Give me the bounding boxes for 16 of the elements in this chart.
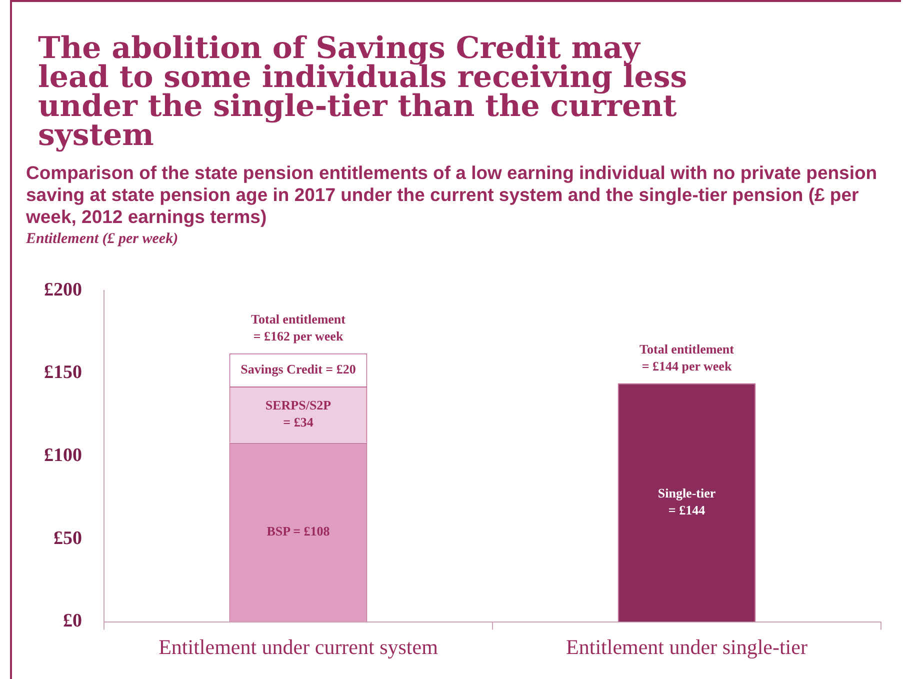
y-tick-label: £50 (54, 528, 82, 549)
chart-subtitle: Comparison of the state pension entitlements of a low earning individual with no private pension saving at state pension age in 2017 under the current system and the single-tier pension (£ per week, 2012 earnings terms) (26, 162, 878, 228)
x-tick-label: Entitlement under single-tier (566, 634, 808, 659)
total-label: Total entitlement = £162 per week (251, 312, 346, 344)
x-tick-label: Entitlement under current system (158, 634, 438, 659)
data-label: SERPS/S2P = £34 (265, 398, 332, 430)
data-label: Single-tier = £144 (658, 485, 716, 518)
data-label: Savings Credit = £20 (240, 361, 356, 376)
chart-title: The abolition of Savings Credit may lead to some individuals receiving less under the single-tier than the current system (38, 31, 688, 153)
y-tick-label: £150 (44, 362, 82, 384)
y-tick-label: £0 (63, 610, 82, 632)
y-tick-label: £100 (44, 445, 82, 466)
y-tick-label: £200 (44, 279, 82, 300)
y-axis-title: Entitlement (£ per week) (26, 231, 178, 248)
total-label: Total entitlement = £144 per week (640, 342, 735, 374)
data-label: BSP = £108 (266, 524, 330, 539)
